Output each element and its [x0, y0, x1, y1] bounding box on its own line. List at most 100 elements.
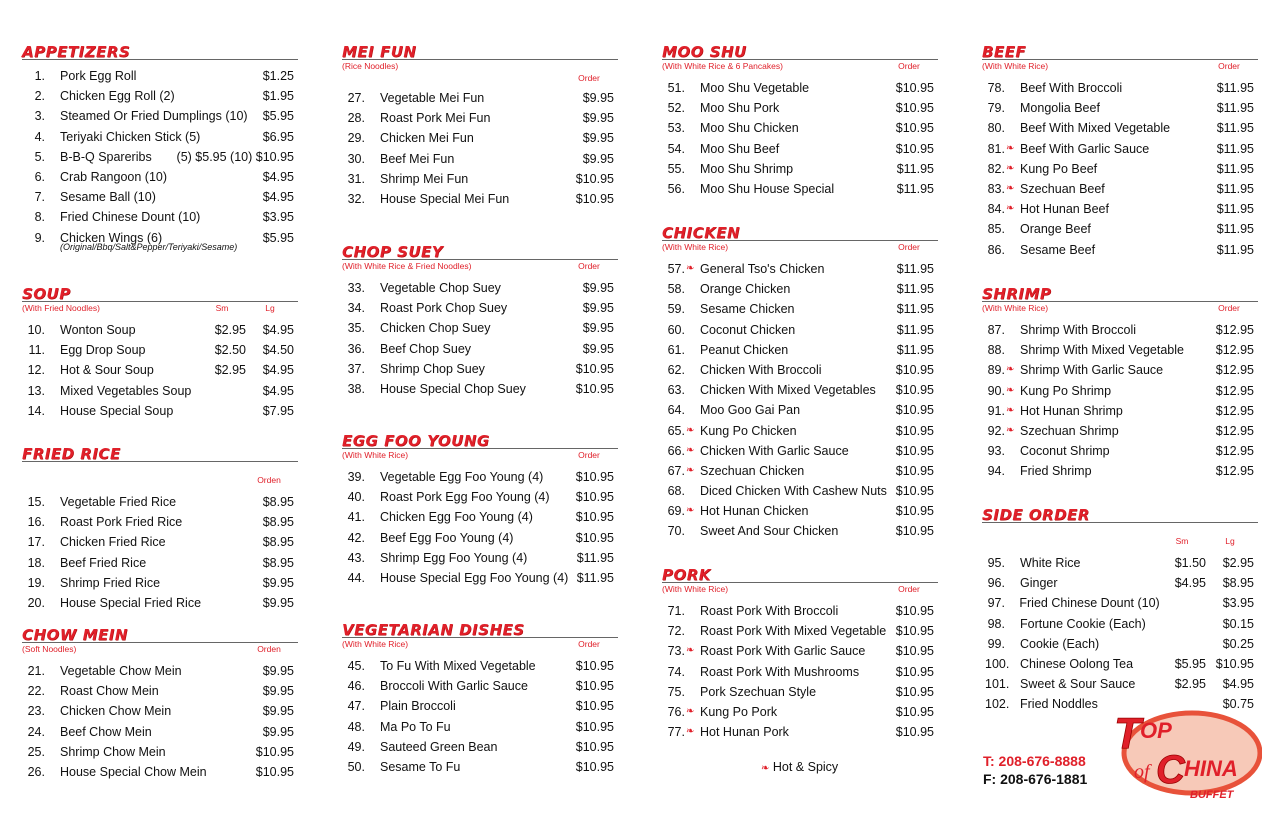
item-number-box: 87. [982, 320, 1020, 340]
item-number: 34. [347, 301, 365, 316]
column-headers: Order [564, 260, 614, 272]
item-name: Roast Pork Mei Fun [380, 111, 491, 126]
item-list: 27. Vegetable Mei Fun $9.95 28. Roast Pork M… [342, 88, 618, 209]
item-number-box: 4. [22, 127, 60, 147]
item-number-box: 88. [982, 340, 1020, 360]
item-price: (5) $5.95 (10) $10.95 [176, 149, 294, 164]
item-number: 97. [987, 596, 1005, 611]
item-price: $1.95 [262, 89, 294, 104]
item-price: $11.95 [576, 570, 614, 585]
item-number-box: 64. [662, 400, 700, 420]
item-price [1158, 614, 1206, 634]
section-subtitle: (With White Rice) [662, 242, 729, 252]
menu-item: 68. Diced Chicken With Cashew Nuts $10.95 [662, 481, 938, 501]
item-number-box: 28. [342, 108, 380, 128]
menu-item: 13. Mixed Vegetables Soup $4.95 [22, 381, 298, 401]
item-number: 100. [985, 656, 1010, 671]
menu-item: 18. Beef Fried Rice $8.95 [22, 553, 298, 573]
menu-item: 51. Moo Shu Vegetable $10.95 [662, 78, 938, 98]
item-number-box: 66. ❧ [662, 441, 700, 461]
menu-item: 34. Roast Pork Chop Suey $9.95 [342, 298, 618, 318]
menu-item: 100. Chinese Oolong Tea $5.95 $10.95 [982, 654, 1258, 674]
item-price: $4.95 [1222, 677, 1254, 692]
item-list: 45. To Fu With Mixed Vegetable $10.95 46. Br… [342, 656, 618, 777]
item-name: Sesame Chicken [700, 302, 795, 317]
item-name: Broccoli With Garlic Sauce [380, 679, 528, 694]
menu-item: 93. Coconut Shrimp $12.95 [982, 441, 1258, 461]
item-name: Kung Po Chicken [700, 423, 797, 438]
menu-item: 32. House Special Mei Fun $10.95 [342, 189, 618, 209]
item-price: $10.95 [575, 659, 614, 673]
item-price: $8.95 [262, 515, 294, 530]
menu-section: FRIED RICE Orden 15. Vegetable Fried Rice $8… [22, 446, 298, 613]
item-name: White Rice [1020, 556, 1081, 570]
item-name: Moo Shu Shrimp [700, 161, 794, 176]
chili-pepper-icon: ❧ [686, 464, 695, 476]
item-number: 18. [27, 555, 45, 570]
item-price: $11.95 [896, 342, 934, 357]
menu-section: MOO SHU (With White Rice & 6 Pancakes) Ord… [662, 44, 938, 199]
item-number-box: 55. [662, 159, 700, 179]
item-list: 51. Moo Shu Vegetable $10.95 52. Moo Shu Por… [662, 78, 938, 199]
item-number: 77. [667, 725, 685, 740]
item-number: 28. [347, 111, 365, 126]
item-number-box: 99. [982, 634, 1020, 654]
item-name: Chicken Mei Fun [380, 131, 474, 146]
item-price: $12.95 [1215, 323, 1254, 337]
item-number: 68. [667, 484, 685, 499]
item-name: Roast Pork With Broccoli [700, 604, 839, 618]
column-headers: Order [564, 449, 614, 461]
menu-item: 83. ❧ Szechuan Beef $11.95 [982, 179, 1258, 199]
item-price: $10.95 [895, 141, 934, 156]
menu-item: 89. ❧ Shrimp With Garlic Sauce $12.95 [982, 360, 1258, 380]
item-price: $6.95 [262, 129, 294, 144]
item-number: 10. [27, 323, 45, 337]
item-price: $10.95 [575, 171, 614, 186]
item-name: Chicken With Mixed Vegetables [700, 383, 876, 398]
item-price: $5.95 [262, 109, 294, 124]
item-list: 39. Vegetable Egg Foo Young (4) $10.95 40. R… [342, 467, 618, 588]
menu-item: 56. Moo Shu House Special $11.95 [662, 179, 938, 199]
item-name: Moo Shu House Special [700, 181, 835, 196]
svg-text:HINA: HINA [1184, 756, 1238, 781]
item-name: Roast Pork With Mushrooms [700, 664, 860, 679]
item-price: $10.95 [895, 624, 934, 639]
item-number: 42. [347, 530, 365, 545]
item-price: $0.75 [1222, 697, 1254, 712]
item-number-box: 79. [982, 98, 1020, 118]
item-price: $10.95 [895, 684, 934, 699]
item-number: 70. [667, 524, 685, 539]
item-name: House Special Chow Mein [60, 764, 207, 779]
item-number-box: 40. [342, 487, 380, 507]
item-name: Shrimp Fried Rice [60, 575, 161, 590]
item-name: Szechuan Chicken [700, 463, 805, 478]
column-header: Order [898, 242, 920, 252]
item-price: $4.95 [262, 363, 294, 378]
item-number-box: 61. [662, 340, 700, 360]
item-price: $10.95 [575, 490, 614, 505]
column-headers: Order [884, 583, 934, 595]
item-number: 56. [667, 181, 685, 196]
item-price: $10.95 [895, 101, 934, 116]
item-price: $4.95 [262, 383, 294, 398]
item-name: Beef Fried Rice [60, 555, 147, 570]
menu-item: 65. ❧ Kung Po Chicken $10.95 [662, 421, 938, 441]
item-number: 39. [347, 470, 365, 484]
chili-pepper-icon: ❧ [1006, 364, 1015, 376]
item-price: $11.95 [896, 282, 934, 297]
item-name: Chicken Egg Foo Young (4) [380, 510, 533, 525]
item-number: 35. [347, 321, 365, 336]
menu-item: 53. Moo Shu Chicken $10.95 [662, 118, 938, 138]
item-name: Teriyaki Chicken Stick (5) [60, 129, 201, 144]
menu-item: 62. Chicken With Broccoli $10.95 [662, 360, 938, 380]
menu-item: 81. ❧ Beef With Garlic Sauce $11.95 [982, 139, 1258, 159]
item-number-box: 45. [342, 656, 380, 676]
item-number-box: 43. [342, 548, 380, 568]
menu-item: 87. Shrimp With Broccoli $12.95 [982, 320, 1258, 340]
column-header: Lg [265, 303, 275, 313]
item-number: 93. [987, 444, 1005, 459]
item-price: $8.95 [1222, 576, 1254, 591]
svg-text:BUFFET: BUFFET [1190, 789, 1235, 801]
menu-section: SHRIMP (With White Rice) Order 87. Shrimp Wi… [982, 286, 1258, 482]
menu-item: 47. Plain Broccoli $10.95 [342, 696, 618, 716]
